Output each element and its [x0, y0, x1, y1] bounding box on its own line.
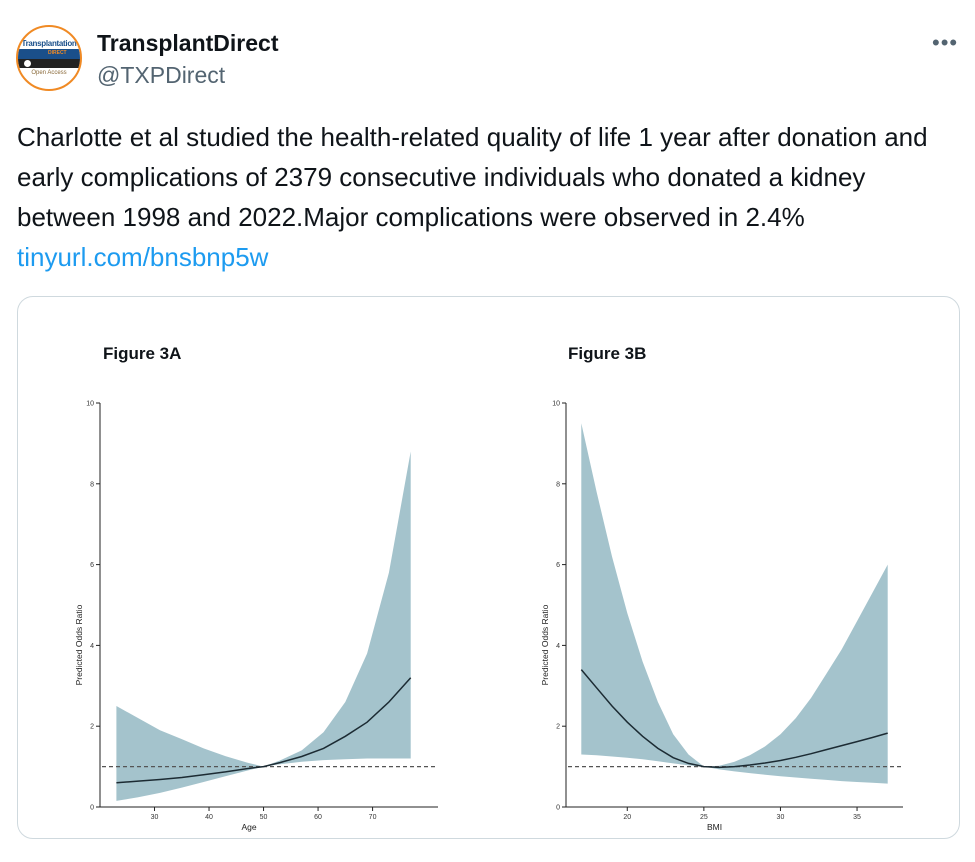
- figure-3b-y-tick-label: 4: [556, 643, 560, 650]
- figure-3b-x-tick-label: 30: [777, 814, 785, 821]
- figure-3b-x-tick-label: 25: [700, 814, 708, 821]
- tweet-body: Charlotte et al studied the health-relat…: [17, 122, 928, 232]
- figure-3a-y-tick-label: 10: [86, 401, 94, 408]
- figure-3b-x-tick-label: 35: [853, 814, 861, 821]
- avatar-logo-subtext: DIRECT: [48, 50, 67, 56]
- figure-3a-x-axis-label: Age: [241, 822, 256, 832]
- figure-3a-x-tick-label: 70: [369, 814, 377, 821]
- figure-3b-y-tick-label: 0: [556, 805, 560, 812]
- account-handle[interactable]: @TXPDirect: [97, 62, 226, 88]
- figure-3b-x-tick-label: 20: [623, 814, 631, 821]
- tweet-text: Charlotte et al studied the health-relat…: [17, 117, 947, 277]
- avatar-logo-text: Transplantation: [21, 39, 77, 48]
- figure-3b-title: Figure 3B: [568, 344, 647, 363]
- figure-3b-y-tick-label: 2: [556, 724, 560, 731]
- figure-3a-y-tick-label: 8: [90, 481, 94, 488]
- more-icon[interactable]: •••: [932, 30, 959, 55]
- figure-3b-y-tick-label: 6: [556, 562, 560, 569]
- figure-3a-x-tick-label: 40: [205, 814, 213, 821]
- media-card[interactable]: Figure 3A Figure 3B 0 2 4 6 8 10 30 40 50 60 70 Age…: [17, 296, 960, 839]
- avatar[interactable]: Transplantation DIRECT Open Access: [16, 25, 82, 91]
- figure-3a-x-tick-label: 30: [151, 814, 159, 821]
- figure-3a-x-tick-label: 50: [260, 814, 268, 821]
- figure-3a-y-axis-label: Predicted Odds Ratio: [74, 604, 84, 685]
- figure-3a-estimate-line: [116, 677, 412, 784]
- figure-3a-y-tick-label: 0: [90, 805, 94, 812]
- figure-3b-y-tick-label: 8: [556, 481, 560, 488]
- figure-3b-confidence-band: [581, 423, 888, 784]
- figure-3a-y-tick-label: 6: [90, 562, 94, 569]
- account-name[interactable]: TransplantDirect: [97, 30, 279, 56]
- figure-3b-x-axis-label: BMI: [707, 822, 722, 832]
- figure-3a-y-tick-label: 4: [90, 643, 94, 650]
- avatar-open-access-text: Open Access: [31, 70, 67, 76]
- figure-3a-confidence-band: [116, 451, 411, 801]
- figure-3b-y-axis-label: Predicted Odds Ratio: [540, 604, 550, 685]
- figure-3a-title: Figure 3A: [103, 344, 182, 363]
- avatar-band-dark: [18, 59, 80, 68]
- figure-3a-x-tick-label: 60: [314, 814, 322, 821]
- figure-3b-estimate-line: [580, 669, 888, 769]
- tweet-link[interactable]: tinyurl.com/bnsbnp5w: [17, 242, 269, 272]
- avatar-open-access-icon: [24, 60, 31, 67]
- figure-3b-y-tick-label: 10: [552, 401, 560, 408]
- avatar-band: [18, 49, 80, 59]
- figure-3a-y-tick-label: 2: [90, 724, 94, 731]
